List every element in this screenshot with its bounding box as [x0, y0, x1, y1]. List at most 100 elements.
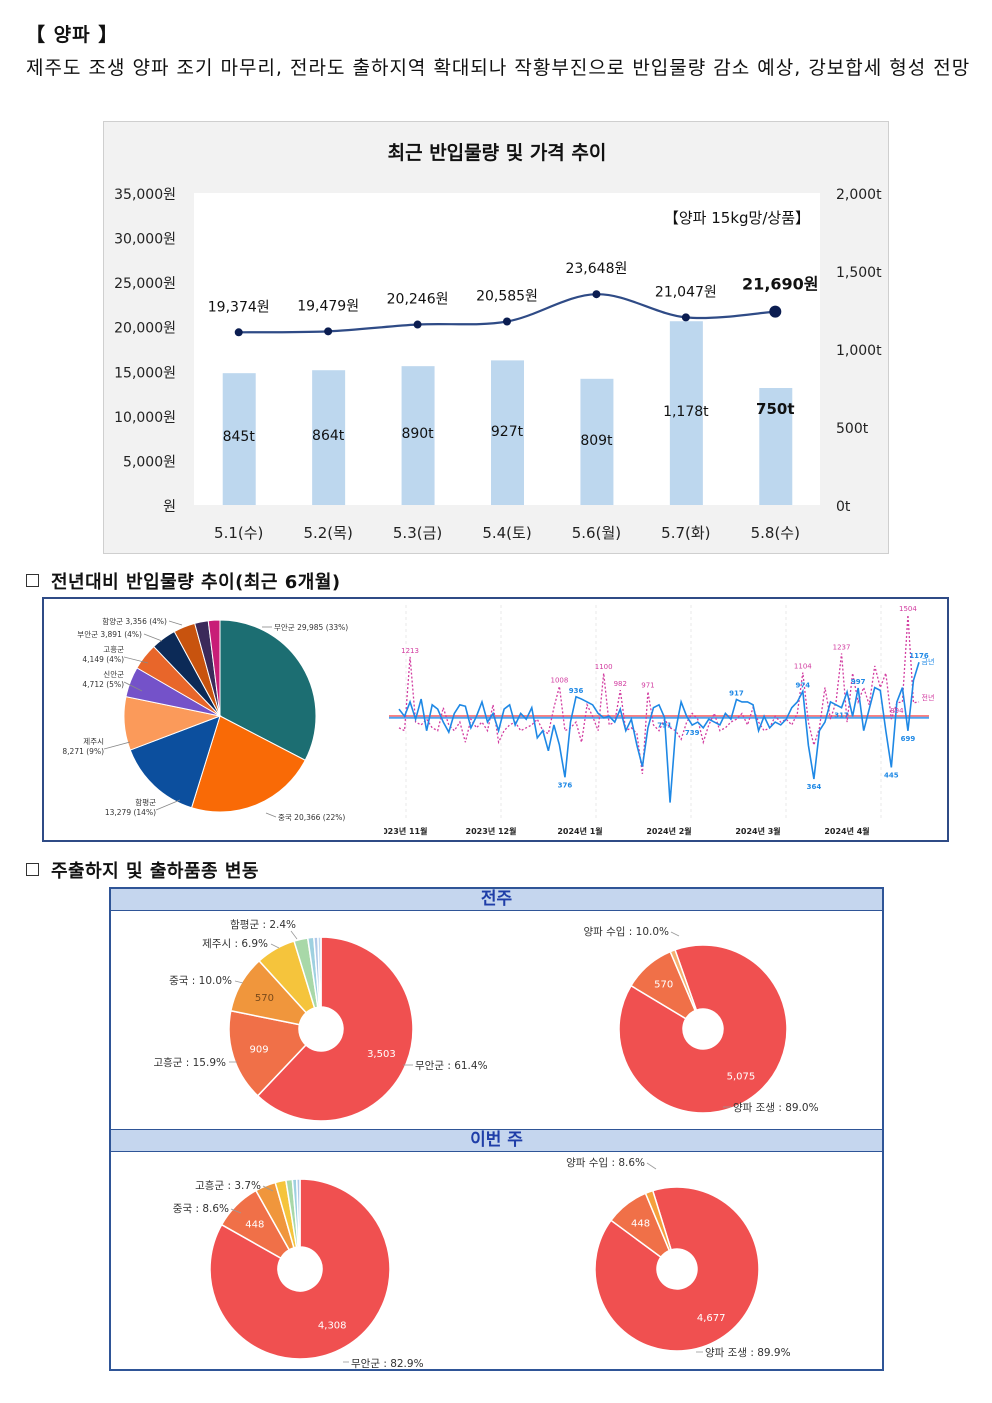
volume-label: 1,178t — [663, 404, 709, 420]
donut-slice — [209, 1178, 391, 1360]
donut-slice — [295, 1178, 301, 1248]
pie-leader-line — [143, 633, 163, 642]
x-axis-label: 2024년 1월 — [557, 826, 602, 836]
left-axis-tick: 10,000원 — [114, 410, 176, 426]
point-label: 1104 — [794, 663, 812, 671]
pie-label: 함양군 3,356 (4%) — [102, 617, 167, 626]
point-label: 971 — [641, 682, 654, 690]
donut-slice — [669, 948, 698, 1012]
volume-label: 864t — [312, 428, 345, 444]
point-label: 1100 — [595, 663, 613, 671]
price-marker — [681, 313, 690, 322]
left-axis-tick: 15,000원 — [114, 365, 176, 381]
left-axis-tick: 5,000원 — [123, 454, 176, 470]
donut-value-label: 5,075 — [727, 1071, 756, 1082]
price-marker — [503, 317, 511, 326]
price-label: 19,374원 — [208, 299, 270, 315]
checkbox-square-icon — [26, 863, 39, 876]
category-label: 5.3(금) — [393, 524, 442, 542]
donut-slice — [644, 1189, 673, 1252]
price-label: 20,246원 — [387, 292, 449, 308]
point-label: 445 — [884, 771, 899, 779]
pie-label-value: 8,271 (9%) — [62, 747, 104, 756]
price-marker — [324, 327, 333, 336]
x-axis-label: 2023년 11월 — [384, 826, 427, 836]
volume-bar — [312, 370, 346, 505]
yoy-trend-panel: 무안군 29,985 (33%) 중국 20,366 (22%) 함평군 13,279… — [42, 597, 949, 842]
section-title: 【 양파 】 — [26, 24, 119, 46]
volume-bar — [491, 360, 524, 505]
donut-value-label: 448 — [631, 1219, 650, 1230]
donut-leader-line — [230, 1208, 242, 1214]
donut-label: 함평군 : 2.4% — [230, 919, 296, 931]
point-label: 974 — [796, 681, 811, 689]
origin-share-pie: 무안군 29,985 (33%) 중국 20,366 (22%) 함평군13,279… — [62, 617, 348, 822]
left-axis-tick: 원 — [163, 499, 176, 515]
pie-leader-line — [155, 799, 181, 811]
right-axis-tick: 1,500t — [836, 265, 882, 281]
donut-slice — [618, 944, 788, 1114]
donut-label: 양파 수입 : 8.6% — [566, 1156, 645, 1169]
legend-note: 【양파 15kg망/상품】 — [664, 209, 810, 227]
donut-value-label: 570 — [255, 993, 274, 1004]
donut-leader-line — [270, 943, 280, 949]
price-label: 23,648원 — [565, 261, 627, 277]
point-label: 364 — [807, 783, 822, 791]
price-label: 21,047원 — [655, 284, 717, 300]
donut-label: 양파 수입 : 10.0% — [583, 925, 669, 938]
donut-value-label: 909 — [249, 1045, 268, 1056]
shipping-heading: 주출하지 및 출하품종 변동 — [26, 857, 259, 883]
summary-text: 제주도 조생 양파 조기 마무리, 전라도 출하지역 확대되나 작황부진으로 반… — [26, 57, 971, 79]
left-axis-tick: 20,000원 — [114, 321, 176, 337]
donut-label: 중국 : 10.0% — [169, 975, 232, 987]
donut-leader-line — [670, 931, 680, 937]
pie-label-value: 13,279 (14%) — [105, 808, 156, 817]
point-label: 1213 — [401, 647, 419, 655]
pie-slice — [207, 619, 221, 717]
pie-label: 무안군 29,985 (33%) — [274, 622, 348, 632]
price-label: 21,690원 — [742, 275, 818, 294]
donut-slice — [256, 936, 414, 1122]
donut-leader-line — [646, 1162, 657, 1170]
volume-label: 809t — [580, 433, 613, 449]
right-axis-tick: 2,000t — [836, 187, 882, 203]
donut-value-label: 448 — [245, 1220, 264, 1231]
pie-slice — [219, 619, 317, 761]
donut-slice — [317, 936, 322, 1008]
right-axis-tick: 0t — [836, 499, 851, 515]
yoy-line-chart: 1213 1008 1100 982 971 1104 1237 1504 936 791 739 9… — [384, 605, 935, 836]
price-volume-svg: 최근 반입물량 및 가격 추이 【양파 15kg망/상품】 원 5,000원 10,00… — [114, 142, 882, 542]
donut-leader-line — [262, 1185, 274, 1192]
left-axis-tick: 30,000원 — [114, 232, 176, 248]
pie-label: 부안군 3,891 (4%) — [77, 629, 142, 639]
volume-bar — [401, 366, 435, 505]
point-label: 917 — [729, 689, 744, 697]
volume-label: 845t — [223, 429, 256, 445]
legend-current: 금년 — [922, 657, 935, 666]
category-label: 5.4(토) — [482, 524, 531, 542]
pie-leader-line — [265, 812, 277, 818]
chart-title: 최근 반입물량 및 가격 추이 — [388, 142, 607, 164]
point-label: 791 — [657, 722, 672, 730]
donut-value-label: 4,308 — [318, 1320, 347, 1331]
category-label: 5.6(월) — [572, 524, 621, 542]
pie-slice — [129, 715, 221, 809]
donut-value-label: 4,677 — [697, 1313, 726, 1324]
pie-label: 고흥군 — [103, 644, 124, 654]
volume-bar — [669, 321, 703, 505]
left-axis-tick: 25,000원 — [114, 276, 176, 292]
donut-label: 무안군 : 82.9% — [351, 1358, 424, 1369]
donut-leader-line — [234, 980, 244, 984]
this-week-band: 이번 주 — [111, 1129, 882, 1152]
pie-label: 중국 20,366 (22%) — [278, 813, 345, 822]
price-label: 19,479원 — [297, 298, 359, 314]
donut-slice — [228, 1009, 307, 1097]
category-label: 5.1(수) — [214, 524, 263, 542]
point-label: 1237 — [833, 643, 851, 651]
point-label: 317 — [834, 712, 849, 720]
point-label: 739 — [685, 729, 700, 737]
volume-label: 890t — [401, 426, 434, 442]
category-label: 5.7(화) — [661, 524, 710, 542]
donut-label: 고흥군 : 3.7% — [195, 1179, 261, 1192]
category-label: 5.8(수) — [751, 524, 800, 542]
